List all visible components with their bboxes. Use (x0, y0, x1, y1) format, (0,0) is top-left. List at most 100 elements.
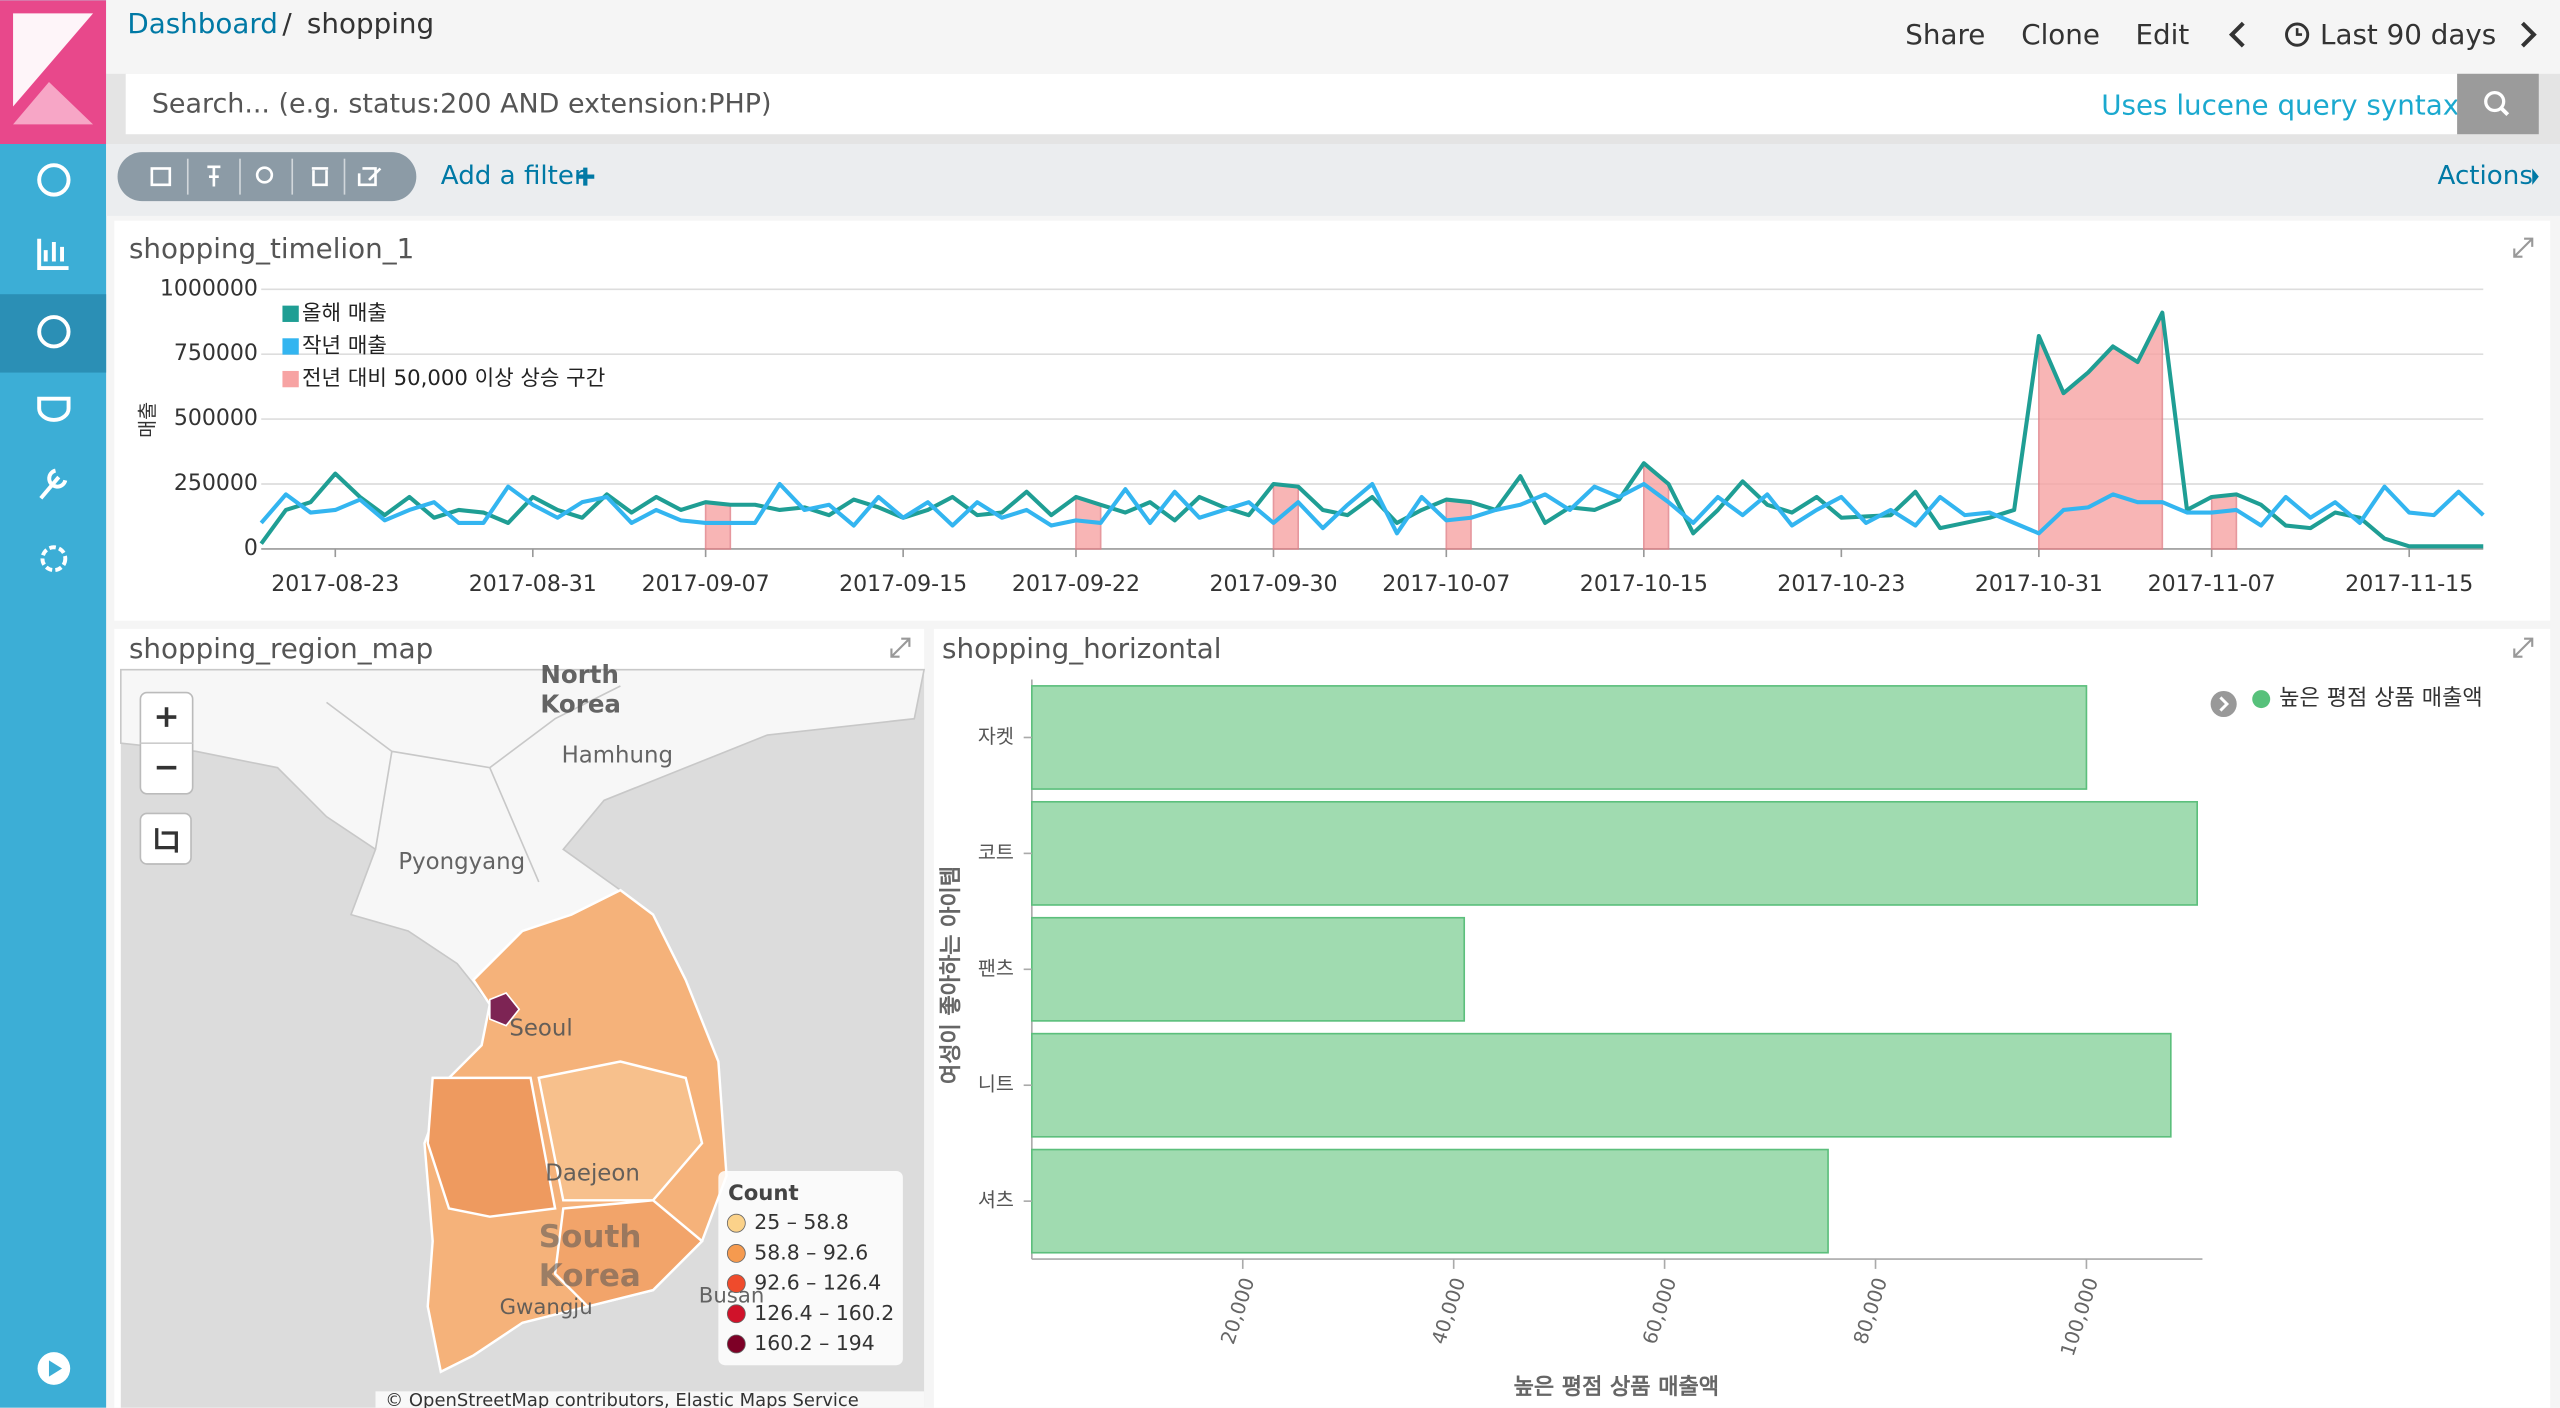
nav-selected (0, 294, 107, 373)
menu-clone[interactable]: Clone (2021, 18, 2100, 51)
nav-dashboard[interactable] (37, 315, 71, 349)
map-legend-swatch (726, 1244, 746, 1263)
x-tick-label: 2017-09-30 (1209, 572, 1337, 597)
highlight-area (1272, 483, 1299, 550)
logo-shape (13, 81, 94, 125)
icon-pin[interactable] (207, 165, 221, 187)
map-legend (718, 1170, 903, 1366)
map-label: Seoul (509, 1015, 572, 1041)
series-line (259, 310, 2484, 549)
x-tick-label: 2017-11-07 (2148, 572, 2276, 597)
search-icon (2484, 90, 2506, 113)
map-region[interactable] (426, 1076, 557, 1218)
attribution-bg (375, 1391, 925, 1408)
highlight-area (704, 501, 732, 550)
y-tick-label: 코트 (978, 841, 1014, 864)
menu-share[interactable]: Share (1905, 18, 1985, 51)
highlight-area (1445, 498, 1472, 550)
bar (1031, 916, 1466, 1022)
x-tick-label: 2017-08-31 (469, 572, 597, 597)
bar (1031, 800, 2198, 906)
x-tick-label: 2017-10-31 (1975, 572, 2103, 597)
expand-icon[interactable] (2513, 637, 2534, 658)
breadcrumb-separator: / (282, 7, 292, 40)
legend-swatch (282, 338, 299, 355)
nav-management[interactable] (40, 545, 68, 573)
fit-icon (155, 828, 178, 853)
search-button[interactable] (2457, 73, 2539, 135)
clock-icon (2285, 22, 2310, 47)
map-label: Pyongyang (398, 849, 525, 875)
x-tick-label: 2017-09-15 (839, 572, 967, 597)
time-prev[interactable] (2228, 21, 2245, 48)
filter-bar (106, 144, 2560, 216)
x-tick-label: 2017-10-23 (1777, 572, 1905, 597)
map-legend-label: 58.8 – 92.6 (754, 1240, 868, 1264)
add-filter[interactable]: Add a filter (441, 161, 585, 191)
nav-timelion[interactable] (37, 396, 71, 422)
panel-title: shopping_horizontal (942, 632, 1221, 665)
map-legend-label: 92.6 – 126.4 (754, 1271, 881, 1295)
map-label: South (539, 1219, 642, 1255)
filter-actions-pill (117, 152, 417, 202)
top-nav (106, 0, 2560, 74)
x-tick-label: 2017-10-15 (1580, 572, 1708, 597)
syntax-link[interactable]: Uses lucene query syntax (2101, 88, 2459, 121)
x-tick-label: 2017-10-07 (1382, 572, 1510, 597)
y-axis-label: 여성이 좋아하는 아이템 (939, 866, 964, 1084)
breadcrumb-link[interactable]: Dashboard (127, 7, 278, 40)
y-tick-label: 0 (244, 536, 258, 561)
icon-enable[interactable] (150, 167, 172, 187)
map-label: North (540, 660, 618, 689)
bar (1031, 685, 2088, 790)
map-attribution[interactable]: © OpenStreetMap contributors, Elastic Ma… (385, 1390, 859, 1408)
expand-icon[interactable] (890, 637, 911, 658)
highlight-area (2210, 493, 2238, 550)
nav-discover[interactable] (37, 163, 71, 197)
map-legend-label: 25 – 58.8 (754, 1210, 849, 1234)
time-next[interactable] (2521, 21, 2537, 48)
y-tick-label: 500000 (174, 406, 258, 431)
map-borders (326, 685, 621, 883)
y-axis-label: 매출 (136, 402, 159, 438)
map-label: Korea (539, 1258, 641, 1294)
legend-label: 높은 평점 상품 매출액 (2279, 686, 2482, 711)
map-label: Korea (540, 690, 621, 719)
nav-collapse-icon (48, 1360, 63, 1377)
filter-action-icons (150, 165, 382, 187)
legend-swatch (2252, 690, 2271, 709)
y-tick-label: 니트 (978, 1073, 1014, 1096)
y-tick-label: 1000000 (160, 276, 258, 301)
icon-edit[interactable] (357, 167, 382, 187)
actions-caret (2532, 168, 2539, 185)
map-region[interactable] (488, 991, 521, 1027)
bar (1031, 1032, 2172, 1138)
legend-toggle[interactable] (2210, 690, 2237, 718)
fit-bounds[interactable] (139, 812, 192, 865)
panel-title: shopping_timelion_1 (129, 232, 414, 265)
zoom-in[interactable] (156, 707, 177, 727)
nav-icons (37, 163, 71, 573)
icon-invert[interactable] (255, 166, 274, 184)
map-region[interactable] (537, 1060, 704, 1202)
actions-link[interactable]: Actions (2438, 161, 2533, 191)
legend-swatch (282, 370, 299, 388)
search-input[interactable] (125, 73, 2458, 135)
map-legend-swatch (726, 1304, 746, 1324)
search-placeholder: Search... (e.g. status:200 AND extension… (152, 88, 772, 119)
map-legend-swatch (726, 1274, 746, 1293)
expand-icon[interactable] (2513, 237, 2534, 258)
x-tick-label: 2017-09-07 (642, 572, 770, 597)
breadcrumb-current: shopping (307, 7, 434, 40)
icon-delete[interactable] (311, 167, 329, 187)
nav-visualize[interactable] (37, 238, 69, 271)
x-tick-label: 2017-09-22 (1012, 572, 1140, 597)
legend-toggle-icon (2219, 696, 2230, 712)
map-legend-swatch (726, 1213, 746, 1233)
map-legend-swatch (726, 1334, 746, 1354)
panel-timelion (114, 220, 2551, 621)
nav-devtools[interactable] (39, 468, 68, 500)
time-range[interactable]: Last 90 days (2320, 18, 2496, 51)
menu-edit[interactable]: Edit (2136, 18, 2190, 51)
